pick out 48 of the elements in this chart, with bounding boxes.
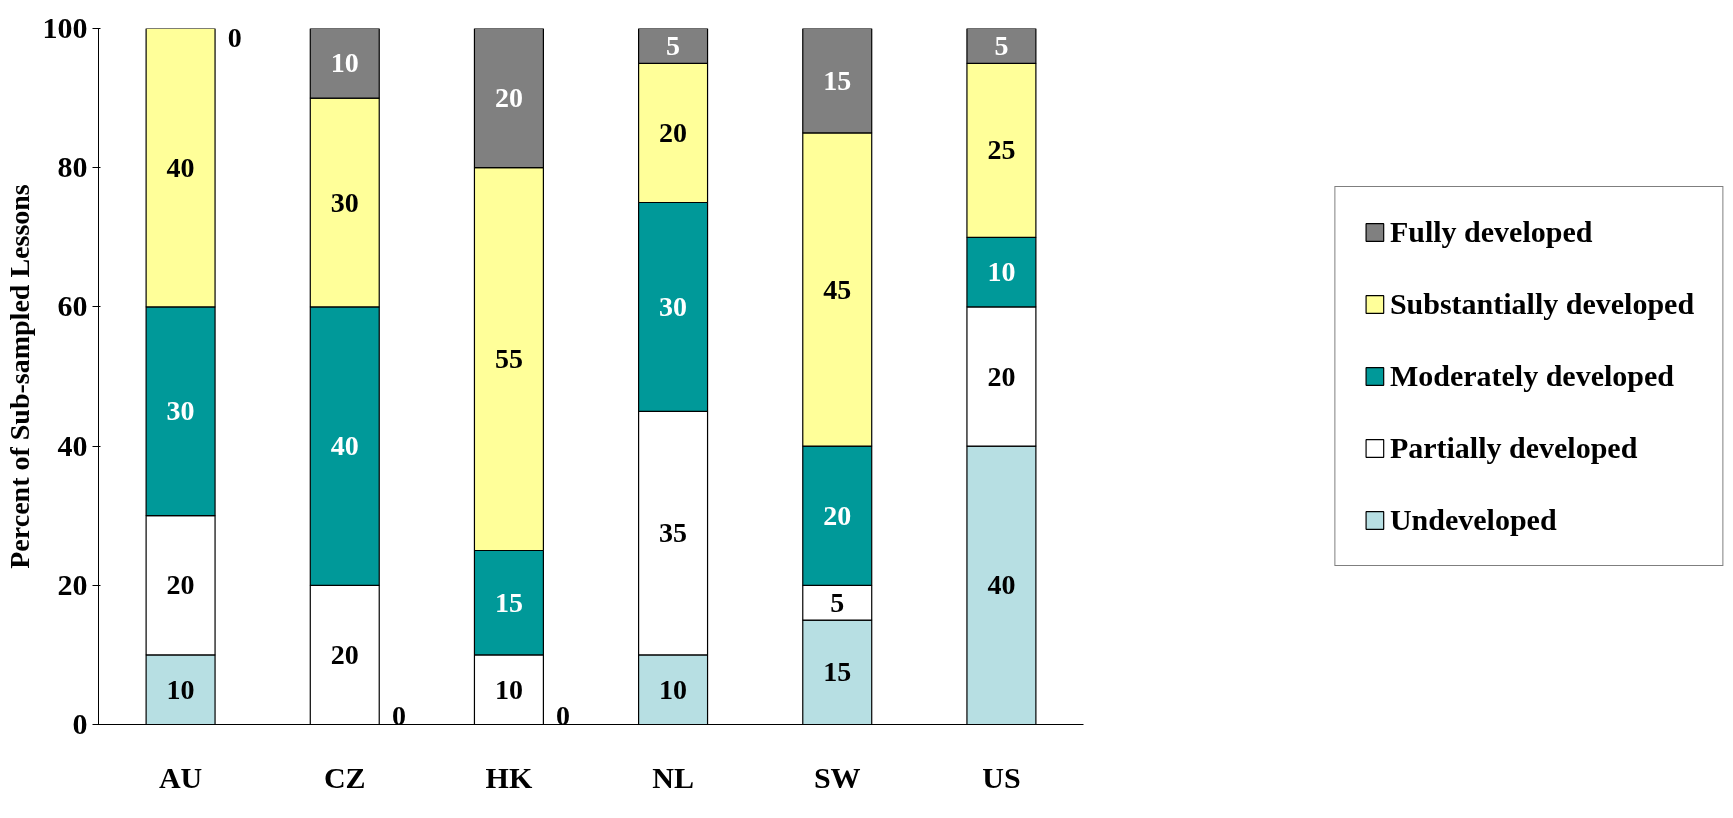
y-tick-label: 100 bbox=[42, 11, 88, 44]
data-label: 20 bbox=[987, 360, 1016, 392]
data-label: 5 bbox=[994, 29, 1009, 61]
x-tick-label: US bbox=[982, 760, 1021, 794]
data-label: 40 bbox=[166, 151, 195, 183]
annotation: 0 bbox=[391, 699, 406, 731]
data-label: 15 bbox=[494, 586, 523, 618]
data-label: 10 bbox=[494, 673, 523, 705]
data-label: 30 bbox=[659, 290, 688, 322]
data-label: 20 bbox=[823, 499, 852, 531]
annotation: 0 bbox=[556, 699, 571, 731]
x-tick-label: NL bbox=[652, 760, 694, 794]
y-tick-label: 40 bbox=[57, 428, 88, 462]
data-label: 15 bbox=[823, 64, 852, 96]
data-label: 20 bbox=[494, 82, 523, 114]
data-label: 5 bbox=[830, 586, 845, 618]
data-label: 20 bbox=[659, 116, 688, 148]
legend-label: Moderately developed bbox=[1389, 359, 1674, 393]
y-tick-label: 80 bbox=[57, 150, 88, 184]
data-label: 10 bbox=[330, 47, 359, 79]
y-tick-label: 20 bbox=[57, 567, 88, 601]
data-label: 10 bbox=[987, 256, 1016, 288]
data-label: 45 bbox=[823, 273, 852, 305]
x-tick-label: CZ bbox=[323, 760, 366, 794]
data-label: 30 bbox=[166, 395, 195, 427]
legend-label: Fully developed bbox=[1389, 215, 1593, 249]
legend-label: Undeveloped bbox=[1389, 503, 1557, 537]
data-label: 40 bbox=[987, 569, 1016, 601]
y-tick-label: 0 bbox=[72, 707, 88, 740]
y-tick-label: 60 bbox=[57, 289, 88, 323]
x-tick-label: AU bbox=[158, 760, 203, 794]
data-label: 5 bbox=[666, 29, 681, 61]
data-label: 55 bbox=[494, 343, 523, 375]
data-label: 25 bbox=[987, 134, 1016, 166]
annotation: 0 bbox=[227, 21, 242, 53]
legend-label: Partially developed bbox=[1389, 431, 1638, 465]
legend-label: Substantially developed bbox=[1389, 287, 1695, 321]
data-label: 30 bbox=[330, 186, 359, 218]
x-tick-label: HK bbox=[485, 760, 533, 794]
data-label: 35 bbox=[659, 517, 688, 549]
data-label: 10 bbox=[659, 673, 688, 705]
x-tick-label: SW bbox=[813, 760, 861, 794]
data-label: 15 bbox=[823, 656, 852, 688]
data-label: 10 bbox=[166, 673, 195, 705]
data-label: 20 bbox=[330, 638, 359, 670]
data-label: 20 bbox=[166, 569, 195, 601]
data-label: 40 bbox=[330, 430, 359, 462]
y-axis-title: Percent of Sub-sampled Lessons bbox=[3, 184, 35, 569]
